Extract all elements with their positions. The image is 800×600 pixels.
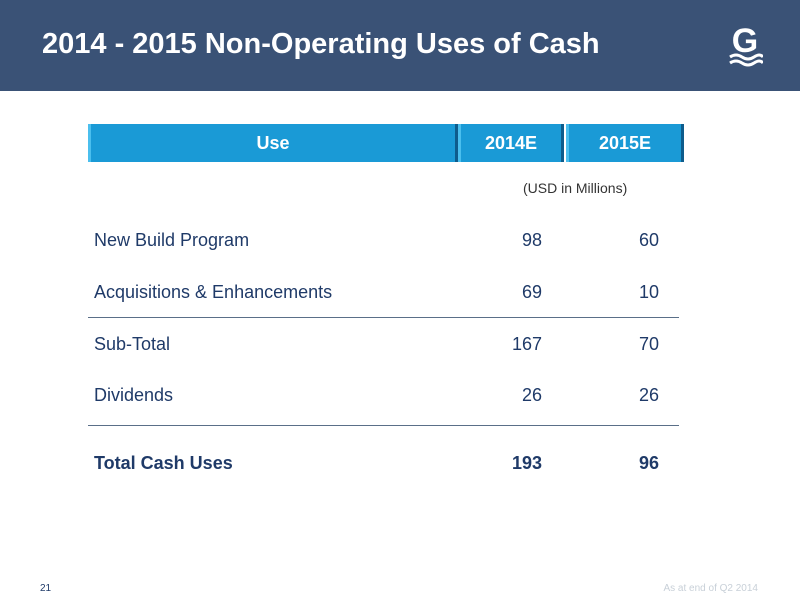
page-number: 21 [40, 583, 52, 594]
row-value-2015e: 70 [638, 334, 659, 354]
total-divider [88, 425, 679, 426]
table-row-total: Total Cash Uses 193 96 [0, 453, 800, 477]
row-value-2015e: 10 [638, 282, 659, 302]
row-value-2015e: 60 [638, 230, 659, 250]
row-value-2014e: 26 [521, 385, 542, 405]
row-label: Sub-Total [94, 334, 171, 354]
row-value-2014e: 193 [511, 453, 542, 473]
row-value-2014e: 98 [521, 230, 542, 250]
row-label: Acquisitions & Enhancements [94, 282, 333, 302]
title-banner [0, 0, 800, 91]
subtotal-divider [88, 317, 679, 318]
units-note: (USD in Millions) [523, 180, 628, 196]
column-header-2014e: 2014E [458, 124, 564, 162]
row-value-2014e: 167 [511, 334, 542, 354]
as-of-note: As at end of Q2 2014 [663, 583, 758, 594]
column-header-use: Use [88, 124, 458, 162]
company-logo: G [729, 22, 763, 67]
row-label: Dividends [94, 385, 174, 405]
row-label: Total Cash Uses [94, 453, 233, 473]
table-row-acquisitions: Acquisitions & Enhancements 69 10 [0, 282, 800, 306]
page-title: 2014 - 2015 Non-Operating Uses of Cash [42, 28, 600, 60]
table-row-dividends: Dividends 26 26 [0, 385, 800, 409]
row-value-2014e: 69 [521, 282, 542, 302]
row-value-2015e: 26 [638, 385, 659, 405]
column-header-2015e: 2015E [566, 124, 684, 162]
row-label: New Build Program [94, 230, 250, 250]
row-value-2015e: 96 [638, 453, 659, 473]
table-row-new-build: New Build Program 98 60 [0, 230, 800, 254]
table-row-subtotal: Sub-Total 167 70 [0, 334, 800, 358]
